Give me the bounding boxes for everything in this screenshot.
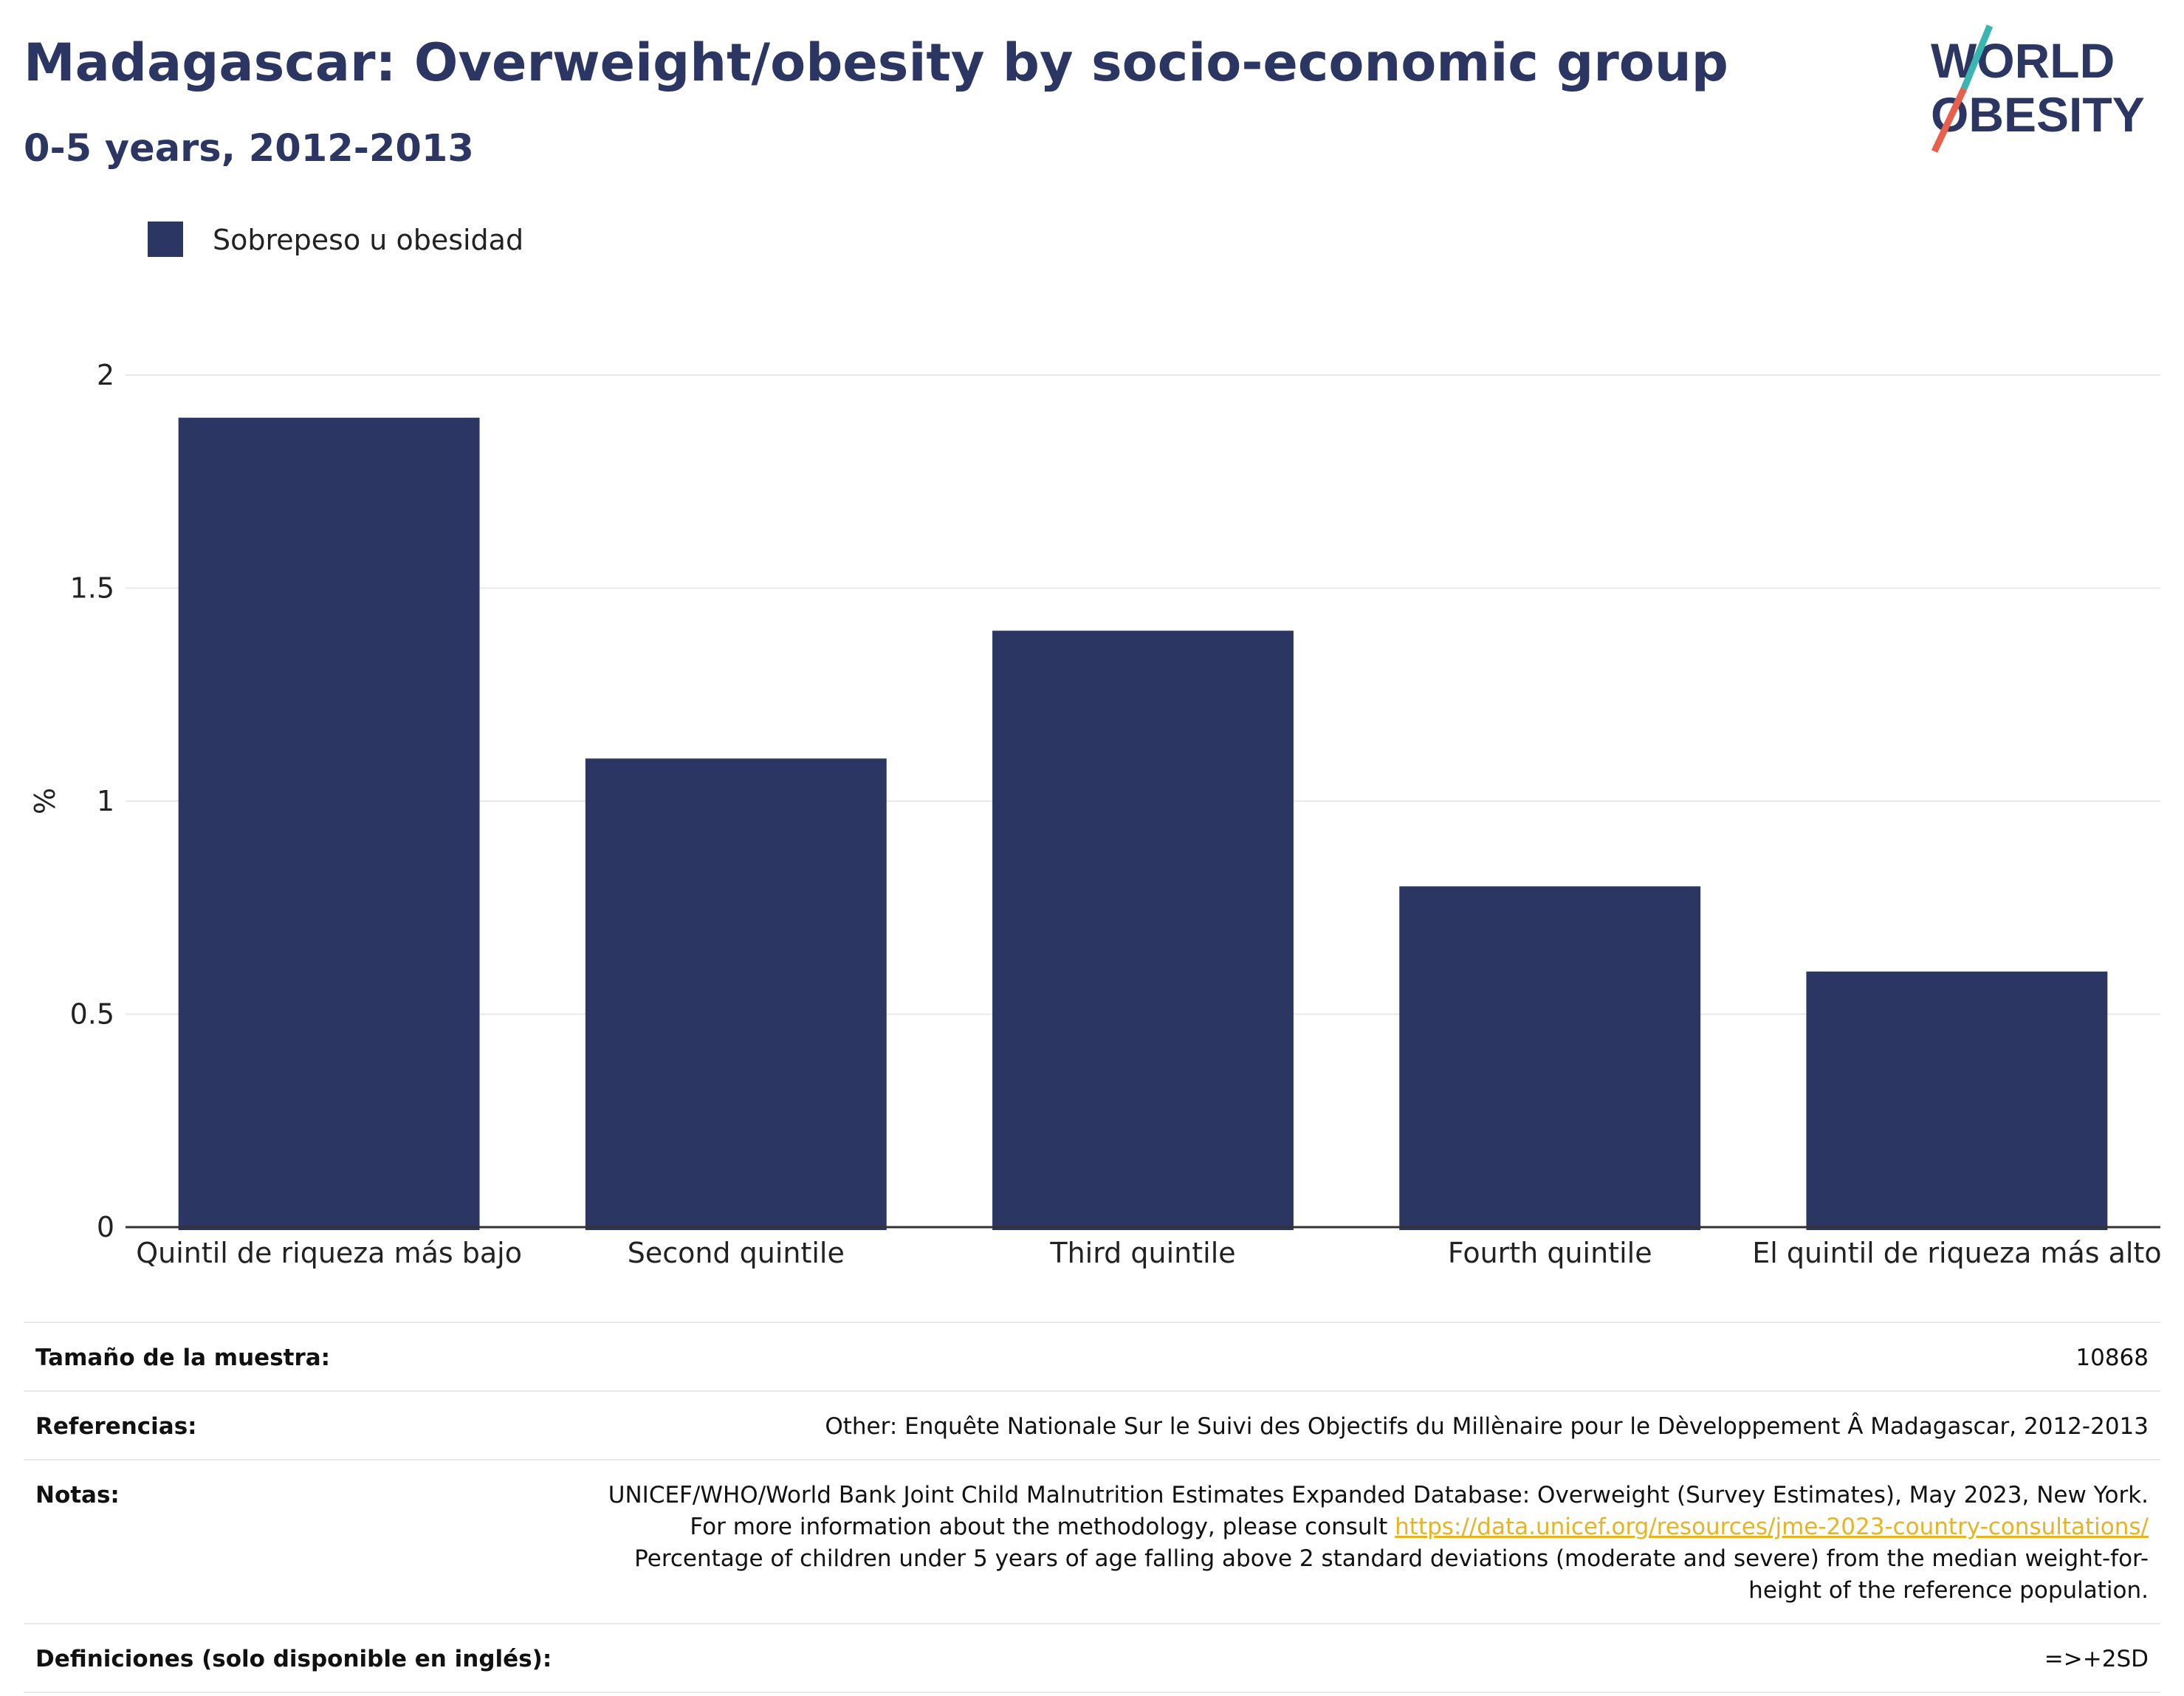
notes-value: UNICEF/WHO/World Bank Joint Child Malnut… [583, 1480, 2149, 1607]
references-label: Referencias: [35, 1413, 197, 1440]
x-tick-label: Third quintile [1049, 1237, 1235, 1269]
notes-text-part1: UNICEF/WHO/World Bank Joint Child Malnut… [608, 1482, 2149, 1540]
chart-subtitle: 0-5 years, 2012-2013 [24, 127, 474, 171]
logo-slash-teal [1960, 24, 1994, 90]
footer-row-definitions: Definiciones (solo disponible en inglés)… [24, 1623, 2160, 1693]
footer-row-references: Referencias: Other: Enquête Nationale Su… [24, 1390, 2160, 1459]
notes-text-part2: Percentage of children under 5 years of … [634, 1545, 2149, 1604]
legend-swatch [148, 222, 183, 257]
sample-size-value: 10868 [2075, 1345, 2149, 1371]
y-tick-label: 0.5 [70, 998, 114, 1031]
bar [992, 631, 1294, 1230]
footer-row-notes: Notas: UNICEF/WHO/World Bank Joint Child… [24, 1459, 2160, 1623]
definitions-value: =>+2SD [2044, 1646, 2149, 1672]
x-tick-label: Quintil de riqueza más bajo [136, 1237, 522, 1269]
chart-title: Madagascar: Overweight/obesity by socio-… [24, 32, 1728, 93]
x-axis-ticks: Quintil de riqueza más bajo Second quinti… [136, 1237, 2161, 1269]
references-value: Other: Enquête Nationale Sur le Suivi de… [825, 1413, 2149, 1440]
notes-label: Notas: [35, 1482, 120, 1508]
x-tick-label: El quintil de riqueza más alto [1752, 1237, 2161, 1269]
bars [178, 417, 2108, 1231]
x-tick-label: Second quintile [628, 1237, 845, 1269]
bar [178, 417, 480, 1231]
y-tick-label: 2 [97, 359, 114, 391]
y-axis-ticks: 0 0.5 1 1.5 2 [70, 359, 114, 1243]
logo-slash-coral [1931, 87, 1968, 153]
bar [1806, 971, 2108, 1230]
chart-footer: Tamaño de la muestra: 10868 Referencias:… [24, 1322, 2160, 1693]
world-obesity-logo: WORLD OBESITY [1931, 24, 2145, 153]
y-tick-label: 0 [97, 1211, 114, 1243]
footer-row-sample: Tamaño de la muestra: 10868 [24, 1322, 2160, 1390]
legend: Sobrepeso u obesidad [148, 222, 523, 257]
bar [1399, 886, 1701, 1230]
definitions-label: Definiciones (solo disponible en inglés)… [35, 1646, 552, 1672]
sample-size-label: Tamaño de la muestra: [35, 1345, 331, 1371]
x-tick-label: Fourth quintile [1448, 1237, 1652, 1269]
bar [585, 758, 887, 1230]
y-tick-label: 1.5 [70, 572, 114, 605]
logo-line-world: WORLD [1931, 33, 2115, 88]
methodology-link[interactable]: https://data.unicef.org/resources/jme-20… [1395, 1514, 2149, 1540]
legend-label: Sobrepeso u obesidad [213, 224, 523, 256]
y-axis-label: % [29, 788, 61, 814]
logo-line-obesity: OBESITY [1931, 87, 2145, 142]
bar-chart: Sobrepeso u obesidad % 0 0.5 1 1.5 2 Quintil… [29, 222, 2162, 1269]
y-tick-label: 1 [97, 785, 114, 817]
